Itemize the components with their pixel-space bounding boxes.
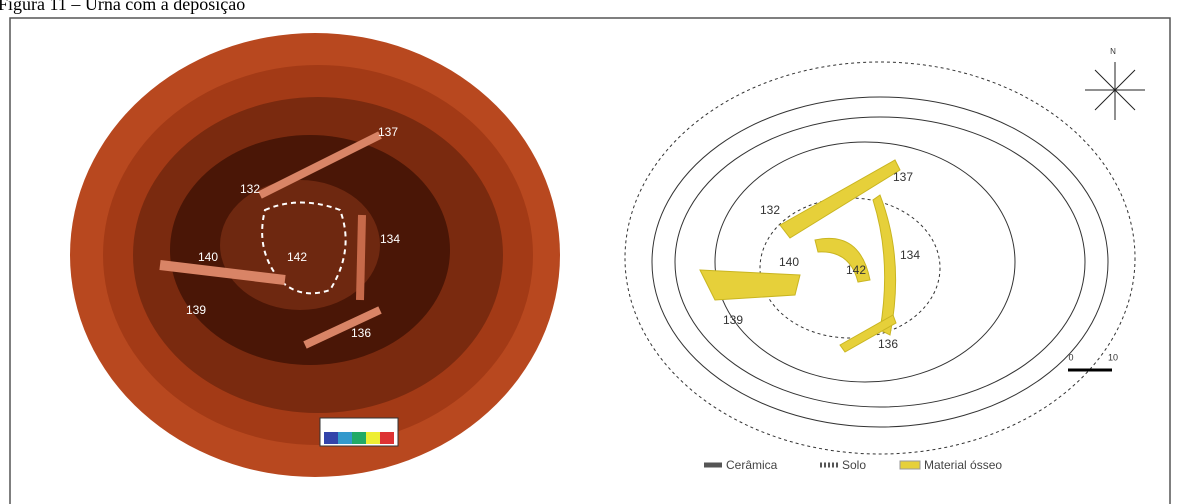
scale-label: 10: [1108, 352, 1118, 362]
photo-label: 140: [198, 250, 218, 264]
drawing-label: 136: [878, 337, 898, 351]
drawing-label: 137: [893, 170, 913, 184]
page: Figura 11 – Urna com a deposição: [0, 0, 1179, 504]
legend-entry: Cerâmica: [726, 458, 778, 472]
drawing-label: 142: [846, 263, 866, 277]
scale-label: 0: [1068, 352, 1073, 362]
north-label: N: [1110, 47, 1116, 56]
photo-label: 132: [240, 182, 260, 196]
drawing-label: 140: [779, 255, 799, 269]
photo-label: 142: [287, 250, 307, 264]
drawing-label: 139: [723, 313, 743, 327]
legend-entry: Solo: [842, 458, 866, 472]
caption: Figura 11 – Urna com a deposição: [0, 0, 245, 14]
legend-entry: Material ósseo: [924, 458, 1002, 472]
photo-label: 136: [351, 326, 371, 340]
drawing-label: 132: [760, 203, 780, 217]
photo-label: 134: [380, 232, 400, 246]
figure: Figura 11 – Urna com a deposição: [0, 0, 1179, 504]
photo-label: 137: [378, 125, 398, 139]
drawing-label: 134: [900, 248, 920, 262]
photo-label: 139: [186, 303, 206, 317]
urn-photo: [70, 33, 560, 477]
